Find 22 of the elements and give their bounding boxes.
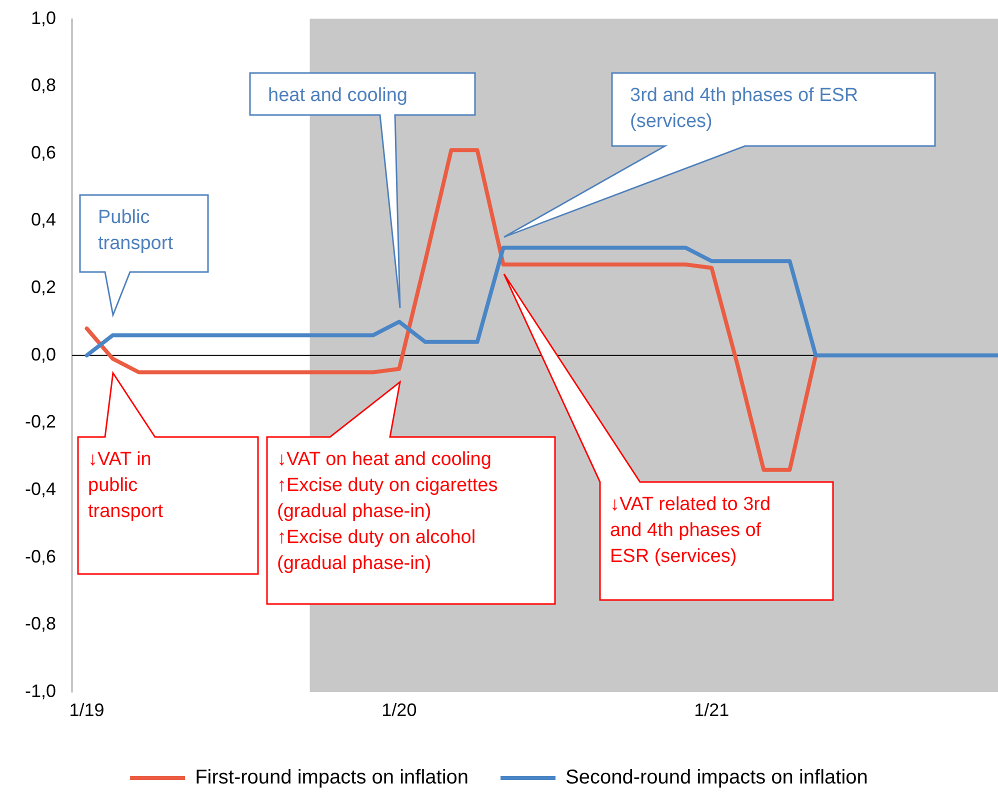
y-tick-label: 0,8 [30,75,56,96]
x-tick-label: 1/20 [382,700,417,720]
y-tick-label: -1,0 [24,680,56,701]
y-tick-label: 0,0 [30,344,56,364]
annotation: ↓VAT on heat and cooling ↑Excise duty on cigarettes (gradual phase-in) ↑Excise duty on alcohol (gradual phase-in) [277,448,498,576]
y-tick-label: -0,8 [24,614,56,634]
y-tick-label: 1,0 [30,8,56,28]
y-tick-label: 0,2 [30,277,56,298]
y-tick-label: 0,4 [30,210,56,230]
x-tick-label: 1/19 [69,700,104,720]
y-tick-label: -0,6 [24,546,56,566]
y-tick-label: 0,6 [30,142,56,162]
annotation: 3rd and 4th phases of ESR (services) [630,84,858,134]
y-tick-label: -0,4 [24,479,56,500]
annotation: heat and cooling [268,84,408,108]
legend-label: First-round impacts on inflation [195,766,469,789]
annotation: Public transport [98,206,173,256]
annotation: ↓VAT related to 3rd and 4th phases of ESR (services) [610,493,771,569]
y-tick-label: -0,2 [24,412,56,432]
legend-label: Second-round impacts on inflation [566,766,868,789]
x-tick-label: 1/21 [694,700,730,720]
annotation: ↓VAT in public transport [88,448,163,524]
